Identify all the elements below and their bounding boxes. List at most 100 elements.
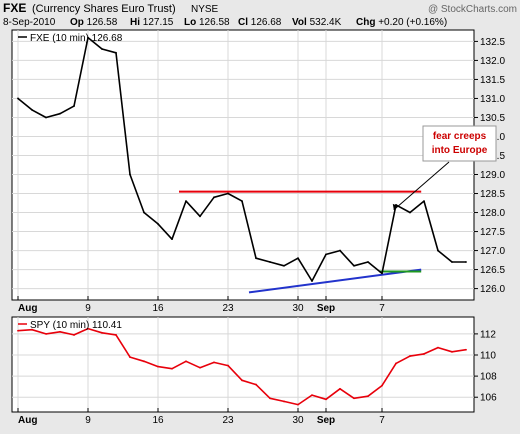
series-point bbox=[17, 97, 19, 100]
price-legend: FXE (10 min) 126.68 bbox=[18, 33, 123, 44]
series-point bbox=[129, 173, 131, 176]
spy-panel: 106 108 110 112 SPY (10 min) 110.41 bbox=[11, 316, 497, 413]
quote-stat-label: Lo bbox=[184, 17, 199, 28]
series-point bbox=[59, 112, 61, 115]
support-line bbox=[248, 268, 422, 294]
y-tick-label: 131.0 bbox=[480, 94, 505, 105]
series-point bbox=[395, 362, 397, 365]
series-point bbox=[423, 200, 425, 203]
quote-stat-value: 532.4K bbox=[310, 17, 342, 28]
price-plot-area bbox=[11, 29, 475, 301]
x-tick-label: Aug bbox=[18, 415, 37, 426]
price-trendlines bbox=[179, 190, 422, 294]
series-point bbox=[45, 332, 47, 335]
series-point bbox=[381, 384, 383, 387]
series-point bbox=[409, 355, 411, 357]
quote-stat-hi: Hi 127.15 bbox=[130, 17, 174, 28]
series-point bbox=[409, 211, 411, 214]
series-point bbox=[423, 353, 425, 355]
spy-grid bbox=[12, 317, 474, 412]
series-point bbox=[255, 257, 257, 260]
x-tick-label: 16 bbox=[152, 303, 164, 314]
series-point bbox=[199, 366, 201, 369]
series-point bbox=[465, 261, 467, 263]
y-tick-label: 132.0 bbox=[480, 56, 505, 67]
y-tick-label: 126.0 bbox=[480, 284, 505, 295]
series-point bbox=[157, 223, 159, 225]
spy-legend-label: SPY (10 min) 110.41 bbox=[30, 320, 122, 331]
series-point bbox=[283, 264, 285, 267]
quote-stat-cl: Cl 126.68 bbox=[238, 17, 282, 28]
annotation-box bbox=[422, 125, 497, 162]
y-tick-label: 132.5 bbox=[480, 37, 505, 48]
exchange: NYSE bbox=[191, 4, 219, 15]
y-tick-label: 126.5 bbox=[480, 265, 505, 276]
series-point bbox=[339, 249, 341, 252]
quote-date: 8-Sep-2010 bbox=[3, 17, 56, 28]
spy-x-axis: Aug 9 16 23 30 Sep 7 bbox=[17, 408, 385, 426]
annotation-text: fear creeps bbox=[433, 131, 487, 142]
series-point bbox=[269, 261, 271, 263]
series-point bbox=[73, 334, 75, 336]
series-point bbox=[353, 264, 355, 267]
quote-stats: Op 126.58 Hi 127.15 Lo 126.58 Cl 126.68 Vol … bbox=[70, 17, 447, 28]
series-point bbox=[241, 379, 243, 382]
x-tick-label: 23 bbox=[222, 415, 234, 426]
series-point bbox=[367, 395, 369, 398]
x-tick-label: 7 bbox=[379, 415, 385, 426]
quote-stat-op: Op 126.58 bbox=[70, 17, 118, 28]
series-point bbox=[213, 196, 215, 199]
copyright: @ StockCharts.com bbox=[428, 4, 517, 15]
series-point bbox=[185, 360, 187, 363]
annotation-arrowhead bbox=[392, 203, 398, 210]
quote-stat-label: Chg bbox=[356, 17, 378, 28]
series-point bbox=[381, 272, 383, 275]
spy-legend: SPY (10 min) 110.41 bbox=[18, 320, 122, 331]
x-tick-label: 9 bbox=[85, 415, 91, 426]
series-point bbox=[297, 403, 299, 406]
quote-stat-value: 126.58 bbox=[199, 17, 230, 28]
series-point bbox=[73, 105, 75, 107]
x-tick-label: Sep bbox=[317, 415, 335, 426]
series-point bbox=[87, 327, 89, 330]
security-name: (Currency Shares Euro Trust) bbox=[32, 3, 176, 15]
quote-stat-value: 127.15 bbox=[143, 17, 174, 28]
x-tick-label: Aug bbox=[18, 303, 37, 314]
price-x-axis: Aug 9 16 23 30 Sep 7 bbox=[17, 296, 385, 314]
series-point bbox=[353, 397, 355, 400]
series-point bbox=[31, 108, 33, 111]
quote-stat-label: Vol bbox=[292, 17, 310, 28]
series-point bbox=[59, 330, 61, 333]
series-point bbox=[311, 280, 313, 282]
price-grid bbox=[12, 30, 474, 300]
x-tick-label: 23 bbox=[222, 303, 234, 314]
series-point bbox=[171, 367, 173, 370]
quote-stat-label: Cl bbox=[238, 17, 251, 28]
quote-stat-value: 126.68 bbox=[251, 17, 282, 28]
quote-stat-value: 126.58 bbox=[87, 17, 118, 28]
series-point bbox=[325, 398, 327, 401]
series-point bbox=[451, 261, 453, 263]
series-point bbox=[437, 346, 439, 349]
series-point bbox=[129, 356, 131, 359]
y-tick-label: 128.5 bbox=[480, 189, 505, 200]
x-tick-label: Sep bbox=[317, 303, 335, 314]
series-point bbox=[283, 400, 285, 403]
symbol: FXE bbox=[3, 1, 26, 15]
series-point bbox=[227, 192, 229, 195]
series-point bbox=[199, 215, 201, 218]
series-point bbox=[185, 200, 187, 203]
series-point bbox=[255, 383, 257, 386]
series-point bbox=[101, 331, 103, 334]
series-point bbox=[227, 364, 229, 367]
y-tick-label: 112 bbox=[480, 329, 496, 340]
series-point bbox=[437, 249, 439, 252]
series-point bbox=[297, 257, 299, 260]
spy-series bbox=[17, 327, 467, 406]
price-y-axis: 126.0126.5127.0127.5128.0128.5129.0129.5… bbox=[474, 37, 505, 295]
series-point bbox=[311, 394, 313, 397]
y-tick-label: 131.5 bbox=[480, 75, 505, 86]
series-point bbox=[101, 48, 103, 50]
series-point bbox=[115, 51, 117, 54]
quote-stat-label: Op bbox=[70, 17, 87, 28]
